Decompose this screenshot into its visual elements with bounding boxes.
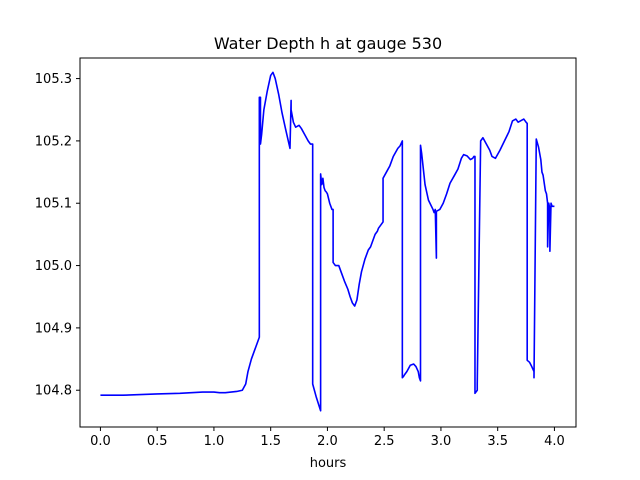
y-axis-ticks: 104.8 104.9 105.0 105.1 105.2 105.3 <box>35 72 80 399</box>
y-tick-label: 105.2 <box>35 134 72 149</box>
x-tick-label: 2.0 <box>317 434 338 449</box>
x-tick-label: 0.0 <box>90 434 111 449</box>
y-tick-label: 105.1 <box>35 197 72 212</box>
y-tick-label: 105.0 <box>35 259 72 274</box>
plot-area <box>100 71 555 412</box>
y-tick-label: 104.8 <box>35 384 72 399</box>
series-line <box>100 71 555 412</box>
x-tick-label: 0.5 <box>147 434 168 449</box>
x-tick-label: 1.0 <box>204 434 225 449</box>
chart-title: Water Depth h at gauge 530 <box>214 34 442 53</box>
x-tick-label: 2.5 <box>374 434 395 449</box>
x-tick-label: 1.5 <box>260 434 281 449</box>
x-tick-label: 3.0 <box>431 434 452 449</box>
x-axis-ticks: 0.0 0.5 1.0 1.5 2.0 2.5 3.0 3.5 4.0 <box>90 427 565 449</box>
y-tick-label: 104.9 <box>35 321 72 336</box>
x-axis-label: hours <box>310 456 347 471</box>
x-tick-label: 3.5 <box>487 434 508 449</box>
x-tick-label: 4.0 <box>544 434 565 449</box>
y-tick-label: 105.3 <box>35 72 72 87</box>
axes-frame <box>79 57 577 428</box>
